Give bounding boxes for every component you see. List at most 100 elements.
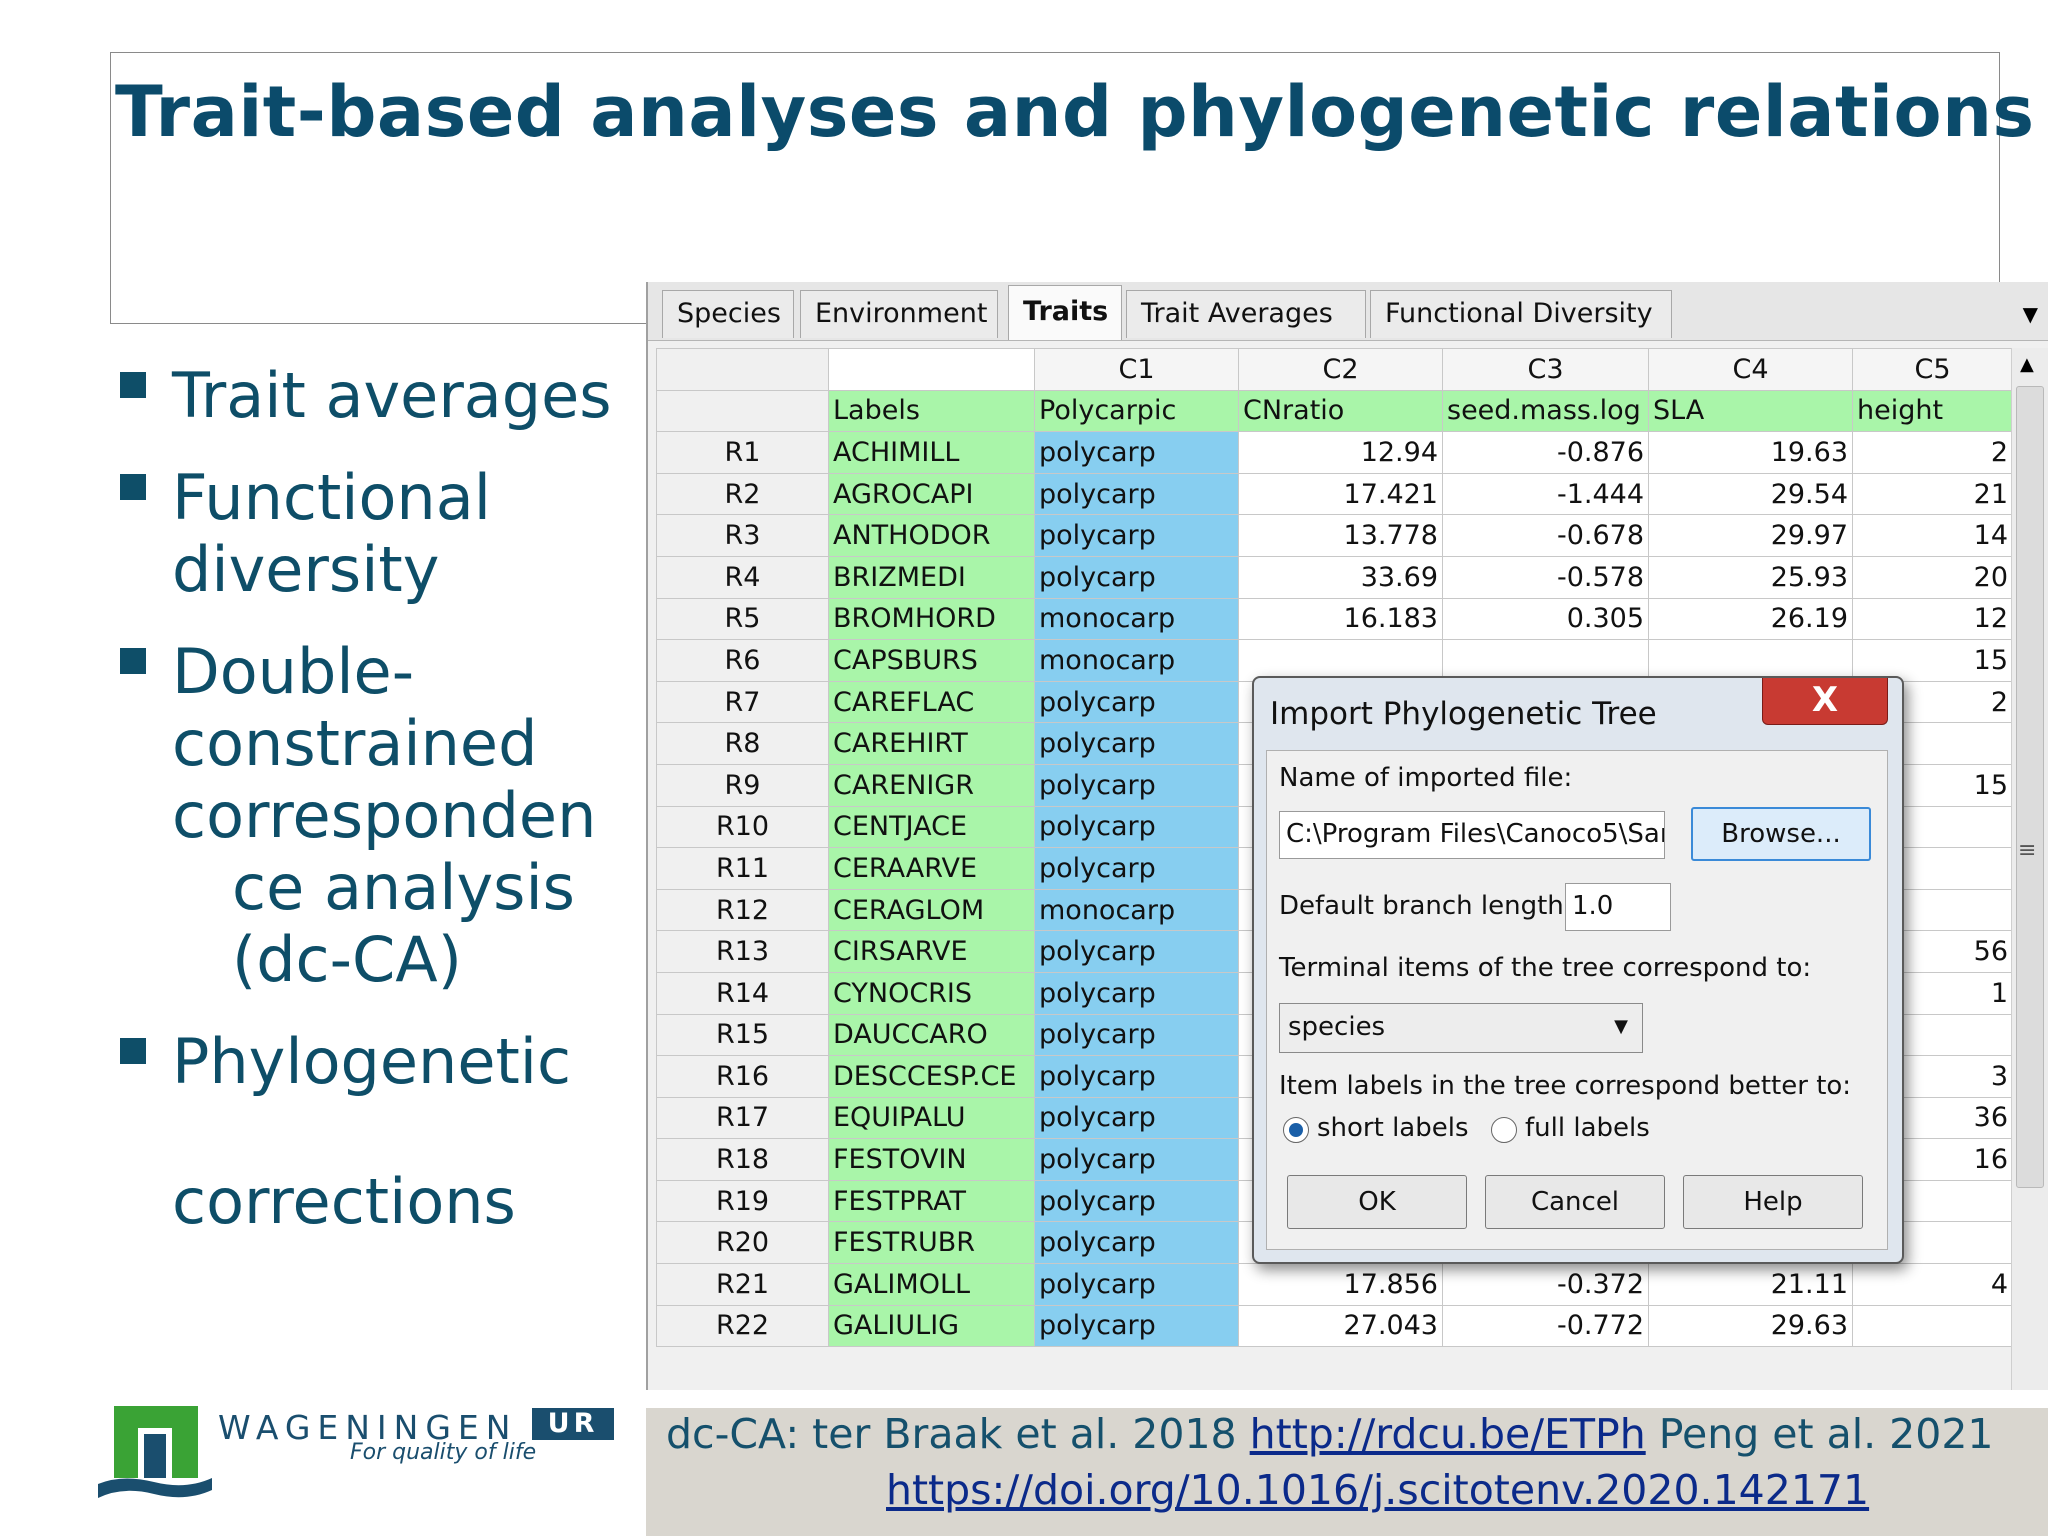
tab-environment[interactable]: Environment	[800, 290, 998, 338]
row-header[interactable]: R6	[656, 639, 829, 682]
species-label-cell[interactable]: GALIULIG	[828, 1304, 1035, 1348]
value-cell[interactable]: 12.94	[1238, 431, 1443, 474]
species-label-cell[interactable]: ANTHODOR	[828, 514, 1035, 557]
polycarpic-cell[interactable]: monocarp	[1034, 597, 1239, 641]
species-label-cell[interactable]: BRIZMEDI	[828, 555, 1035, 599]
polycarpic-cell[interactable]: polycarp	[1034, 763, 1239, 807]
value-cell[interactable]: 17.856	[1238, 1263, 1443, 1306]
species-label-cell[interactable]: CAPSBURS	[828, 639, 1035, 682]
value-cell[interactable]	[1648, 639, 1853, 682]
value-cell[interactable]	[1442, 639, 1649, 682]
species-label-cell[interactable]: AGROCAPI	[828, 472, 1035, 516]
tab-menu-arrow-icon[interactable]: ▼	[2022, 302, 2038, 326]
short-labels-text[interactable]: short labels	[1317, 1113, 1469, 1143]
value-cell[interactable]: 14	[1852, 514, 2013, 557]
file-name-input[interactable]: C:\Program Files\Canoco5\Sar	[1279, 811, 1665, 859]
species-label-cell[interactable]: FESTRUBR	[828, 1221, 1035, 1265]
browse-button[interactable]: Browse...	[1691, 807, 1871, 861]
value-cell[interactable]: 29.97	[1648, 514, 1853, 557]
value-cell[interactable]: 20	[1852, 555, 2013, 599]
value-cell[interactable]	[1238, 639, 1443, 682]
value-cell[interactable]: 16.183	[1238, 597, 1443, 641]
full-labels-text[interactable]: full labels	[1525, 1113, 1650, 1143]
row-header[interactable]: R20	[656, 1221, 829, 1265]
tab-trait-averages[interactable]: Trait Averages	[1126, 290, 1366, 338]
column-header[interactable]: C3	[1442, 348, 1649, 391]
value-cell[interactable]: 29.54	[1648, 472, 1853, 516]
tab-species[interactable]: Species	[662, 290, 794, 338]
row-header[interactable]: R15	[656, 1013, 829, 1057]
value-cell[interactable]: 19.63	[1648, 431, 1853, 474]
value-cell[interactable]: -0.772	[1442, 1304, 1649, 1348]
value-cell[interactable]: -0.578	[1442, 555, 1649, 599]
row-header[interactable]: R22	[656, 1304, 829, 1348]
polycarpic-cell[interactable]: polycarp	[1034, 930, 1239, 973]
polycarpic-cell[interactable]: polycarp	[1034, 971, 1239, 1015]
column-header[interactable]: C5	[1852, 348, 2013, 391]
full-labels-radio[interactable]	[1491, 1117, 1517, 1143]
species-label-cell[interactable]: CAREHIRT	[828, 722, 1035, 765]
row-header[interactable]: R8	[656, 722, 829, 765]
polycarpic-cell[interactable]: polycarp	[1034, 805, 1239, 849]
species-label-cell[interactable]: BROMHORD	[828, 597, 1035, 641]
polycarpic-cell[interactable]: polycarp	[1034, 1138, 1239, 1181]
polycarpic-cell[interactable]: monocarp	[1034, 639, 1239, 682]
species-label-cell[interactable]: DAUCCARO	[828, 1013, 1035, 1057]
value-cell[interactable]: 21.11	[1648, 1263, 1853, 1306]
polycarpic-cell[interactable]: polycarp	[1034, 1013, 1239, 1057]
value-cell[interactable]: 13.778	[1238, 514, 1443, 557]
tab-traits[interactable]: Traits	[1008, 285, 1122, 340]
cancel-button[interactable]: Cancel	[1485, 1175, 1665, 1229]
row-header[interactable]: R3	[656, 514, 829, 557]
row-header[interactable]: R10	[656, 805, 829, 849]
polycarpic-cell[interactable]: monocarp	[1034, 888, 1239, 932]
species-label-cell[interactable]: EQUIPALU	[828, 1096, 1035, 1140]
polycarpic-cell[interactable]: polycarp	[1034, 1221, 1239, 1265]
species-label-cell[interactable]: ACHIMILL	[828, 431, 1035, 474]
column-header[interactable]: C2	[1238, 348, 1443, 391]
value-cell[interactable]: 17.421	[1238, 472, 1443, 516]
trait-name-cell[interactable]: SLA	[1648, 389, 1853, 433]
species-label-cell[interactable]: CARENIGR	[828, 763, 1035, 807]
species-label-cell[interactable]: FESTPRAT	[828, 1179, 1035, 1223]
value-cell[interactable]: 4	[1852, 1263, 2013, 1306]
polycarpic-cell[interactable]: polycarp	[1034, 1304, 1239, 1348]
trait-name-cell[interactable]: seed.mass.log	[1442, 389, 1649, 433]
polycarpic-cell[interactable]: polycarp	[1034, 1179, 1239, 1223]
trait-name-cell[interactable]: CNratio	[1238, 389, 1443, 433]
polycarpic-cell[interactable]: polycarp	[1034, 1263, 1239, 1306]
reference-link-rdcu[interactable]: http://rdcu.be/ETPh	[1249, 1410, 1646, 1458]
value-cell[interactable]: 29.63	[1648, 1304, 1853, 1348]
species-label-cell[interactable]: GALIMOLL	[828, 1263, 1035, 1306]
value-cell[interactable]: -1.444	[1442, 472, 1649, 516]
row-header[interactable]: R4	[656, 555, 829, 599]
value-cell[interactable]: 25.93	[1648, 555, 1853, 599]
polycarpic-cell[interactable]: polycarp	[1034, 1096, 1239, 1140]
row-header[interactable]: R18	[656, 1138, 829, 1181]
species-label-cell[interactable]: CENTJACE	[828, 805, 1035, 849]
short-labels-radio[interactable]	[1283, 1117, 1309, 1143]
trait-name-cell[interactable]: Labels	[828, 389, 1035, 433]
help-button[interactable]: Help	[1683, 1175, 1863, 1229]
species-label-cell[interactable]: CERAARVE	[828, 847, 1035, 890]
polycarpic-cell[interactable]: polycarp	[1034, 680, 1239, 724]
scroll-up-icon[interactable]: ▲	[2020, 354, 2034, 375]
reference-link-doi[interactable]: https://doi.org/10.1016/j.scitotenv.2020…	[886, 1466, 1870, 1514]
value-cell[interactable]: -0.876	[1442, 431, 1649, 474]
row-header[interactable]: R2	[656, 472, 829, 516]
row-header[interactable]: R17	[656, 1096, 829, 1140]
species-label-cell[interactable]: CERAGLOM	[828, 888, 1035, 932]
value-cell[interactable]: 15	[1852, 639, 2013, 682]
species-label-cell[interactable]: DESCCESP.CE	[828, 1055, 1035, 1098]
close-icon[interactable]: X	[1762, 678, 1888, 725]
species-label-cell[interactable]: CIRSARVE	[828, 930, 1035, 973]
value-cell[interactable]: -0.372	[1442, 1263, 1649, 1306]
row-header[interactable]: R19	[656, 1179, 829, 1223]
value-cell[interactable]: -0.678	[1442, 514, 1649, 557]
vertical-scrollbar[interactable]: ▲ ≡	[2011, 348, 2048, 1390]
branch-length-input[interactable]: 1.0	[1565, 883, 1671, 931]
species-label-cell[interactable]: CAREFLAC	[828, 680, 1035, 724]
species-label-cell[interactable]: FESTOVIN	[828, 1138, 1035, 1181]
row-header[interactable]: R7	[656, 680, 829, 724]
value-cell[interactable]: 33.69	[1238, 555, 1443, 599]
